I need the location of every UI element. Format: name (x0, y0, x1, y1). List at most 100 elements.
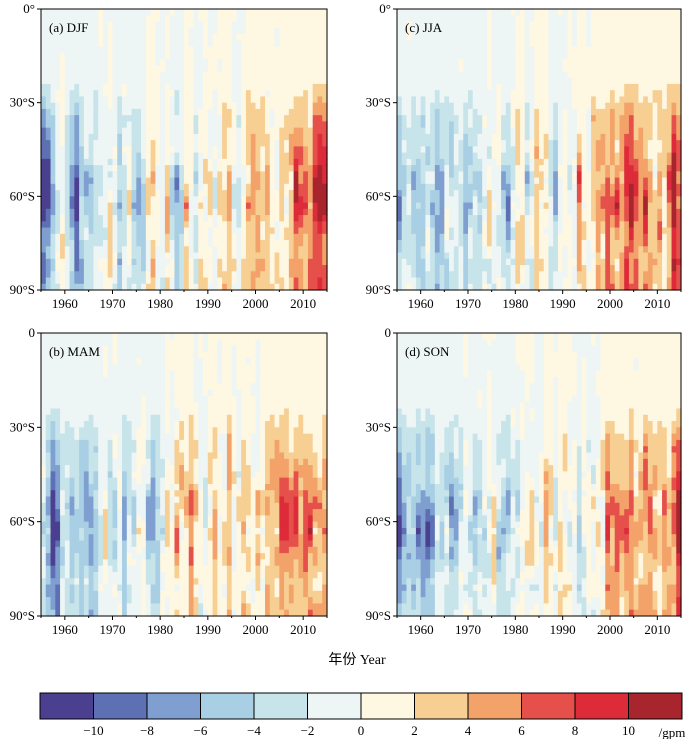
heatmap-cell (226, 152, 233, 160)
heatmap-cell (155, 177, 161, 185)
heatmap-cell (628, 208, 635, 216)
heatmap-cell (198, 71, 204, 79)
heatmap-cell (222, 208, 228, 216)
heatmap-cell (255, 190, 261, 197)
heatmap-cell (145, 208, 152, 216)
heatmap-cell (477, 246, 483, 254)
heatmap-cell (150, 277, 156, 285)
heatmap-cell (126, 33, 133, 41)
heatmap-cell (591, 158, 597, 166)
heatmap-cell (591, 221, 597, 229)
heatmap-cell (524, 133, 531, 141)
heatmap-cell (212, 146, 218, 154)
heatmap-cell (591, 71, 597, 79)
heatmap-cell (496, 252, 502, 260)
heatmap-cell (548, 115, 554, 122)
heatmap-cell (486, 177, 493, 185)
heatmap-cell (93, 102, 99, 110)
heatmap-cell (501, 233, 507, 241)
heatmap-cell (572, 158, 578, 166)
heatmap-cell (222, 9, 228, 16)
heatmap-cell (150, 233, 156, 241)
heatmap-cell (449, 158, 455, 166)
heatmap-cell (93, 146, 99, 154)
heatmap-cell (169, 83, 176, 91)
heatmap-cell (510, 15, 516, 23)
heatmap-cell (425, 115, 431, 122)
heatmap-cell (284, 15, 290, 23)
heatmap-cell (207, 171, 214, 179)
heatmap-cell (397, 215, 403, 222)
heatmap-cell (307, 52, 314, 60)
heatmap-cell (188, 158, 195, 166)
heatmap-cell (520, 15, 526, 23)
heatmap-cell (468, 152, 474, 160)
heatmap-cell (482, 252, 488, 260)
heatmap-cell (269, 252, 276, 260)
heatmap-cell (534, 227, 540, 235)
heatmap-cell (439, 46, 445, 54)
heatmap-cell (430, 102, 436, 110)
heatmap-cell (174, 77, 180, 85)
heatmap-cell (444, 102, 450, 110)
heatmap-cell (145, 46, 152, 54)
heatmap-cell (69, 108, 75, 116)
heatmap-cell (444, 190, 450, 197)
heatmap-cell (98, 221, 104, 229)
heatmap-cell (231, 133, 238, 141)
heatmap-cell (293, 108, 299, 116)
heatmap-cell (303, 90, 309, 98)
heatmap-cell (529, 15, 535, 23)
heatmap-cell (539, 283, 545, 291)
heatmap-cell (217, 183, 223, 191)
heatmap-cell (453, 190, 460, 197)
heatmap-cell (188, 208, 195, 216)
heatmap-cell (425, 221, 431, 229)
heatmap-cell (155, 102, 161, 110)
heatmap-cell (586, 115, 592, 122)
heatmap-cell (463, 146, 469, 154)
heatmap-cell (55, 115, 61, 122)
heatmap-cell (586, 152, 592, 160)
heatmap-cell (562, 215, 568, 222)
heatmap-cell (619, 258, 625, 266)
heatmap-cell (520, 233, 526, 241)
heatmap-cell (88, 271, 95, 279)
heatmap-cell (539, 208, 545, 216)
heatmap-cell (174, 227, 180, 235)
heatmap-cell (60, 121, 66, 129)
heatmap-cell (468, 183, 474, 191)
heatmap-cell (449, 140, 455, 147)
heatmap-cell (505, 246, 512, 254)
heatmap-cell (406, 133, 412, 141)
heatmap-cell (628, 96, 635, 104)
heatmap-cell (265, 40, 271, 48)
heatmap-cell (217, 190, 223, 197)
heatmap-cell (88, 171, 95, 179)
heatmap-cell (193, 183, 199, 191)
heatmap-cell (41, 227, 47, 235)
heatmap-cell (420, 90, 426, 98)
heatmap-cell (174, 65, 180, 73)
heatmap-cell (174, 121, 180, 129)
heatmap-cell (591, 190, 597, 197)
heatmap-cell (557, 121, 564, 129)
heatmap-cell (164, 196, 171, 204)
heatmap-cell (88, 140, 95, 147)
heatmap-cell (107, 177, 114, 185)
heatmap-cell (69, 277, 75, 285)
heatmap-cell (126, 65, 133, 73)
heatmap-cell (231, 15, 238, 23)
heatmap-cell (477, 140, 483, 147)
heatmap-cell (619, 140, 625, 147)
heatmap-cell (496, 183, 502, 191)
heatmap-cell (534, 90, 540, 98)
heatmap-cell (112, 140, 118, 147)
heatmap-cell (198, 146, 204, 154)
heatmap-cell (434, 83, 441, 91)
heatmap-cell (250, 177, 257, 185)
heatmap-cell (553, 33, 559, 41)
heatmap-cell (411, 33, 417, 41)
heatmap-cell (591, 121, 597, 129)
heatmap-cell (572, 215, 578, 222)
